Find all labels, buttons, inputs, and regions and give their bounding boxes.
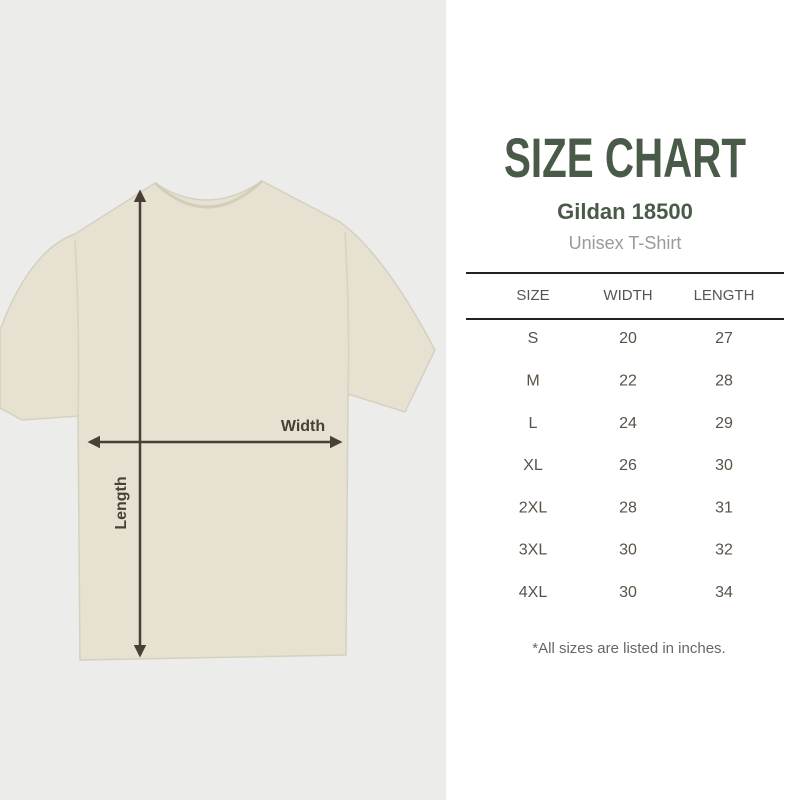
table-cell: 20 bbox=[619, 330, 637, 347]
width-label: Width bbox=[281, 418, 325, 435]
table-cell: 28 bbox=[619, 499, 637, 516]
column-header: LENGTH bbox=[694, 287, 755, 304]
table-cell: S bbox=[528, 330, 539, 347]
shirt-seams bbox=[74, 231, 350, 417]
table-cell: 4XL bbox=[519, 584, 548, 601]
table-cell: 29 bbox=[715, 415, 733, 432]
table-cell: 28 bbox=[715, 373, 733, 390]
table-cell: 27 bbox=[715, 330, 733, 347]
shirt-collar bbox=[153, 179, 264, 209]
size-table: SIZE WIDTH LENGTH S 20 27 M 22 28 L 24 29 XL 26 30 2XL 2… bbox=[516, 287, 754, 601]
table-cell: 30 bbox=[619, 584, 637, 601]
table-cell: 30 bbox=[619, 542, 637, 559]
table-cell: XL bbox=[523, 457, 543, 474]
table-cell: 24 bbox=[619, 415, 637, 432]
table-cell: 22 bbox=[619, 373, 637, 390]
table-cell: 32 bbox=[715, 542, 733, 559]
model: Gildan 18500 bbox=[557, 199, 693, 224]
column-header: SIZE bbox=[516, 287, 549, 304]
column-header: WIDTH bbox=[603, 287, 652, 304]
table-cell: 2XL bbox=[519, 499, 548, 516]
table-cell: 26 bbox=[619, 457, 637, 474]
note: *All sizes are listed in inches. bbox=[532, 640, 725, 657]
table-cell: 3XL bbox=[519, 542, 548, 559]
table-cell: 31 bbox=[715, 499, 733, 516]
subtitle: Unisex T-Shirt bbox=[569, 233, 682, 253]
table-cell: 30 bbox=[715, 457, 733, 474]
table-cell: L bbox=[529, 415, 538, 432]
length-label: Length bbox=[113, 476, 130, 529]
title: SIZE CHART bbox=[504, 126, 746, 189]
table-cell: M bbox=[526, 373, 539, 390]
table-cell: 34 bbox=[715, 584, 733, 601]
t-shirt bbox=[0, 179, 436, 661]
shirt-body bbox=[0, 180, 436, 661]
